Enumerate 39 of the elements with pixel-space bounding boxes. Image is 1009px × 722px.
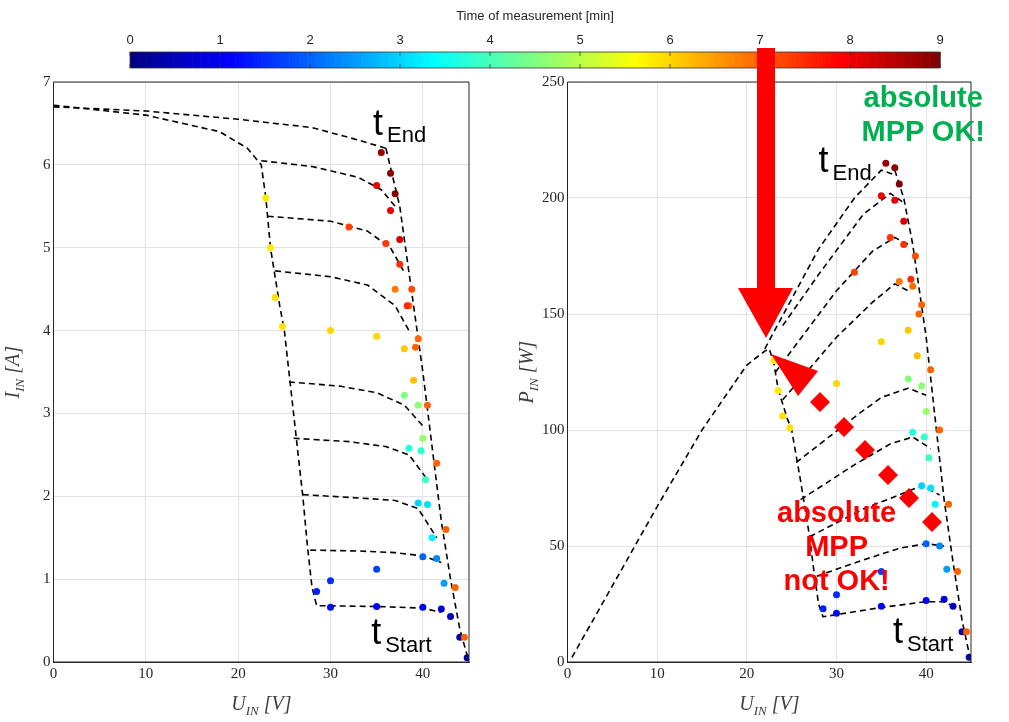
x-tick-label: 30 — [829, 664, 844, 681]
color-bar-label: 6 — [666, 32, 674, 47]
y-tick-label: 0 — [557, 652, 565, 669]
color-bar-label: 7 — [756, 32, 764, 47]
color-bar-label: 1 — [216, 32, 224, 47]
y-tick-label: 3 — [43, 404, 51, 421]
y-tick-label: 2 — [43, 487, 51, 504]
x-tick-label: 20 — [739, 664, 755, 681]
annotation: t$_{Start}$ — [371, 611, 432, 658]
color-bar-label: 3 — [396, 32, 404, 47]
color-bar-label: 4 — [486, 32, 494, 47]
y-tick-label: 200 — [542, 188, 565, 205]
color-bar-label: 2 — [306, 32, 314, 47]
y-tick-label: 0 — [43, 652, 51, 669]
annotation: t$_{Start}$ — [892, 609, 954, 656]
y-tick-label: 4 — [43, 321, 51, 338]
x-axis-title: U$_{IN}$ [V] — [739, 692, 800, 719]
y-tick-label: 7 — [43, 72, 51, 89]
y-tick-label: 50 — [549, 536, 565, 553]
y-tick-label: 100 — [542, 420, 565, 437]
x-tick-label: 40 — [415, 664, 431, 681]
color-bar-label: 0 — [126, 32, 134, 47]
x-tick-label: 40 — [918, 664, 934, 681]
annotation: t$_{End}$ — [372, 101, 427, 148]
x-tick-label: 10 — [649, 664, 665, 681]
y-tick-label: 250 — [542, 72, 565, 89]
color-bar-title: Time of measurement [min] — [456, 8, 614, 23]
y-tick-label: 150 — [542, 304, 565, 321]
x-axis-title: U$_{IN}$ [V] — [231, 692, 292, 719]
color-bar-label: 9 — [936, 32, 944, 47]
annotation: absolute MPP OK! — [861, 79, 986, 149]
color-bar-label: 8 — [846, 32, 854, 47]
x-tick-label: 30 — [323, 664, 338, 681]
x-tick-label: 20 — [230, 664, 246, 681]
color-bar-label: 5 — [576, 32, 584, 47]
x-tick-label: 10 — [138, 664, 154, 681]
y-tick-label: 6 — [43, 155, 51, 172]
y-tick-label: 5 — [43, 238, 51, 255]
y-tick-label: 1 — [43, 570, 51, 587]
